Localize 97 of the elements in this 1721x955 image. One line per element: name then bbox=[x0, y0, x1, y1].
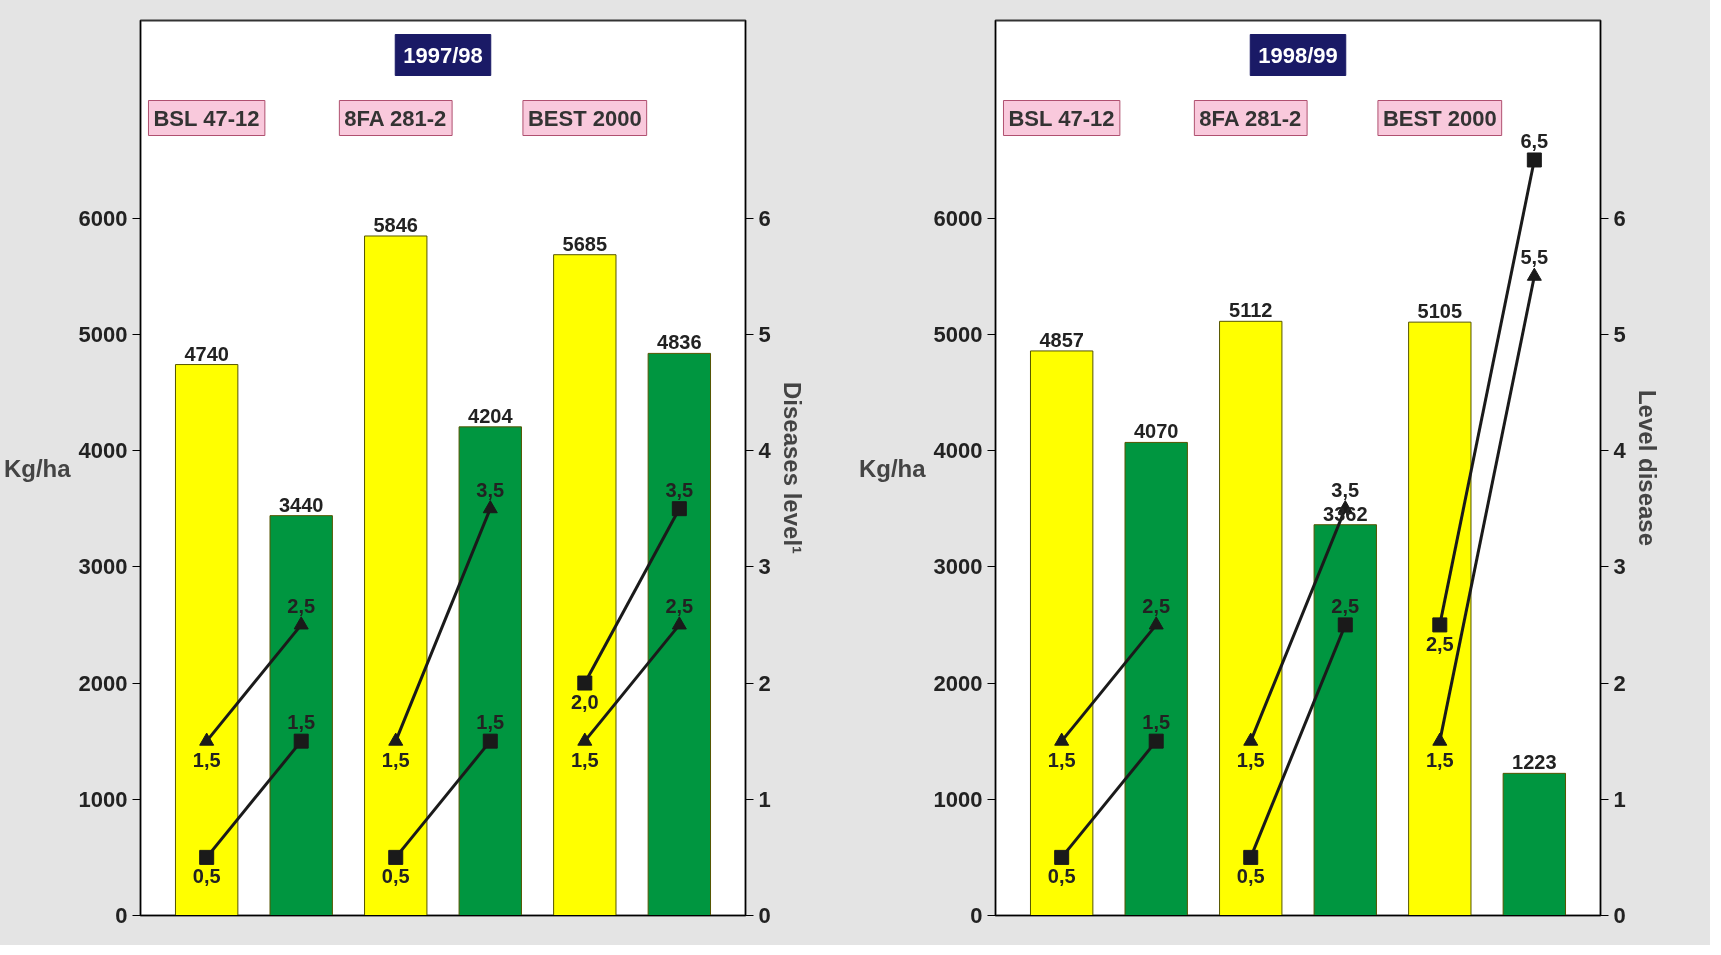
data-label: 4204 bbox=[468, 404, 514, 427]
bar bbox=[1219, 320, 1283, 916]
y-tick-label: 3000 bbox=[933, 554, 983, 580]
y-axis-title: Kg/ha bbox=[858, 454, 927, 482]
bar bbox=[1502, 772, 1567, 916]
y2-tick-label: 3 bbox=[758, 554, 771, 580]
point bbox=[482, 733, 498, 749]
data-label: 2,5 bbox=[1425, 632, 1454, 655]
data-label: 1,5 bbox=[192, 749, 221, 772]
bar bbox=[364, 235, 428, 916]
y-tick-label: 1000 bbox=[78, 786, 128, 812]
data-label: 1,5 bbox=[287, 711, 316, 734]
text: 1998/99 bbox=[1258, 42, 1338, 68]
bar bbox=[458, 426, 522, 916]
point bbox=[1148, 733, 1164, 749]
y-tick-label: 4000 bbox=[933, 438, 983, 464]
y-tick-label: 1000 bbox=[933, 786, 983, 812]
y-tick-label: 6000 bbox=[78, 205, 128, 231]
data-label: 5,5 bbox=[1520, 246, 1549, 269]
data-label: 2,5 bbox=[665, 594, 694, 617]
bar bbox=[174, 364, 239, 916]
y2-tick-label: 1 bbox=[758, 786, 771, 812]
y-tick-label: 0 bbox=[970, 903, 983, 928]
y-tick-label: 3000 bbox=[78, 554, 128, 580]
y2-tick-label: 0 bbox=[758, 903, 771, 928]
y2-tick-label: 5 bbox=[1613, 321, 1626, 347]
data-label: 1,5 bbox=[381, 749, 410, 772]
data-label: 1,5 bbox=[1047, 749, 1076, 772]
y2-tick-label: 2 bbox=[1613, 670, 1626, 696]
bar bbox=[1124, 441, 1188, 916]
data-label: 4740 bbox=[184, 342, 229, 365]
bar bbox=[269, 515, 333, 916]
x-tick-label: BEST 2000 bbox=[1382, 105, 1497, 131]
y2-tick-label: 1 bbox=[1613, 786, 1626, 812]
y-tick-label: 6000 bbox=[933, 205, 983, 231]
bar bbox=[647, 352, 712, 916]
point bbox=[1337, 617, 1353, 633]
y-tick-label: 2000 bbox=[933, 670, 983, 696]
point bbox=[293, 733, 309, 749]
x-tick-label: BSL 47-12 bbox=[153, 105, 260, 131]
y2-tick-label: 2 bbox=[758, 670, 771, 696]
y2-tick-label: 3 bbox=[1613, 554, 1626, 580]
data-label: 0,5 bbox=[1047, 865, 1076, 888]
data-label: 1,5 bbox=[1142, 711, 1171, 734]
x-tick-label: BEST 2000 bbox=[527, 105, 642, 131]
data-label: 1,5 bbox=[1236, 749, 1265, 772]
y-tick-label: 0 bbox=[115, 903, 128, 928]
data-label: 4070 bbox=[1133, 420, 1179, 443]
data-label: 4857 bbox=[1039, 328, 1084, 351]
y-tick-label: 5000 bbox=[78, 321, 128, 347]
data-label: 2,0 bbox=[570, 691, 599, 714]
y-axis-title: Kg/ha bbox=[3, 454, 72, 482]
data-label: 3,5 bbox=[1331, 478, 1360, 501]
y2-tick-label: 0 bbox=[1613, 903, 1626, 928]
data-label: 6,5 bbox=[1520, 129, 1549, 152]
text: 1997/98 bbox=[403, 42, 483, 68]
y-tick-label: 5000 bbox=[933, 321, 983, 347]
data-label: 0,5 bbox=[1236, 865, 1265, 888]
bar bbox=[553, 254, 617, 916]
point bbox=[1432, 617, 1448, 633]
data-label: 2,5 bbox=[1331, 594, 1360, 617]
bar bbox=[1313, 524, 1377, 916]
y2-tick-label: 6 bbox=[1613, 205, 1626, 231]
bar bbox=[1029, 350, 1094, 916]
data-label: 1223 bbox=[1512, 751, 1557, 774]
data-label: 1,5 bbox=[570, 749, 599, 772]
bar bbox=[1408, 321, 1472, 916]
data-label: 4836 bbox=[657, 331, 702, 354]
y2-axis-title: Level disease bbox=[1633, 389, 1661, 547]
data-label: 0,5 bbox=[381, 865, 410, 888]
data-label: 5105 bbox=[1417, 300, 1463, 323]
point bbox=[1054, 849, 1070, 865]
y2-tick-label: 4 bbox=[1613, 438, 1627, 464]
x-tick-label: 8FA 281-2 bbox=[344, 105, 447, 131]
y-tick-label: 4000 bbox=[78, 438, 128, 464]
data-label: 3440 bbox=[278, 493, 324, 516]
point bbox=[199, 849, 215, 865]
data-label: 2,5 bbox=[287, 594, 316, 617]
data-label: 5112 bbox=[1229, 299, 1273, 322]
y2-axis-title: Diseases level¹ bbox=[778, 381, 806, 555]
data-label: 1,5 bbox=[1425, 749, 1454, 772]
data-label: 3,5 bbox=[665, 478, 694, 501]
data-label: 5685 bbox=[562, 232, 608, 255]
data-label: 0,5 bbox=[192, 865, 221, 888]
x-tick-label: BSL 47-12 bbox=[1008, 105, 1115, 131]
point bbox=[1243, 849, 1259, 865]
point bbox=[577, 675, 593, 691]
point bbox=[388, 849, 404, 865]
y2-tick-label: 6 bbox=[758, 205, 771, 231]
data-label: 5846 bbox=[373, 214, 418, 236]
data-label: 2,5 bbox=[1142, 594, 1171, 617]
x-tick-label: 8FA 281-2 bbox=[1199, 105, 1302, 131]
data-label: 1,5 bbox=[476, 711, 505, 734]
y2-tick-label: 4 bbox=[758, 438, 772, 464]
data-label: 3,5 bbox=[476, 478, 505, 501]
y-tick-label: 2000 bbox=[78, 670, 128, 696]
y2-tick-label: 5 bbox=[758, 321, 771, 347]
